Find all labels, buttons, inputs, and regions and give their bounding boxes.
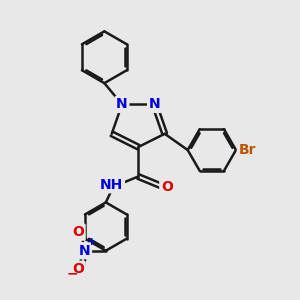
Text: +: +: [86, 238, 96, 248]
Text: NH: NH: [100, 178, 123, 192]
Text: O: O: [72, 262, 84, 276]
Text: O: O: [72, 225, 84, 239]
Text: N: N: [148, 98, 160, 111]
Text: O: O: [161, 180, 173, 194]
Text: N: N: [116, 98, 128, 111]
Text: Br: Br: [238, 143, 256, 157]
Text: N: N: [79, 244, 90, 258]
Text: −: −: [67, 266, 78, 280]
